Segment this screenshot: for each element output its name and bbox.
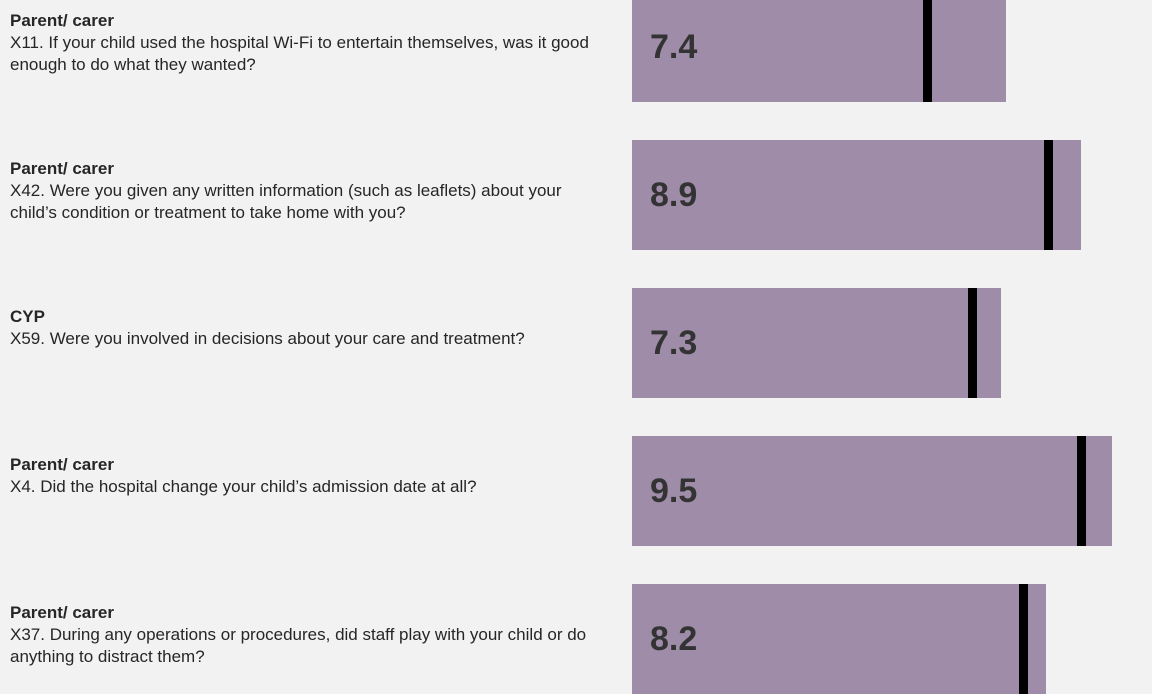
value-label: 8.9 (650, 176, 698, 214)
bar (632, 288, 1001, 398)
question-block: Parent/ carer X37. During any operations … (10, 602, 610, 668)
value-label: 9.5 (650, 472, 698, 510)
page: Parent/ carer X11. If your child used the… (10, 0, 1112, 694)
bar (632, 140, 1082, 250)
bar (632, 436, 1112, 546)
question: X4. Did the hospital change your child’s… (10, 477, 477, 496)
value-label: 8.2 (650, 620, 698, 658)
question: X59. Were you involved in decisions abou… (10, 329, 525, 348)
respondent-group: Parent/ carer (10, 11, 114, 30)
marker (922, 0, 932, 102)
respondent-group: Parent/ carer (10, 603, 114, 622)
question-block: CYP X59. Were you involved in decisions a… (10, 306, 610, 350)
marker (1018, 584, 1028, 694)
respondent-group: CYP (10, 307, 45, 326)
bar (632, 584, 1047, 694)
bar (632, 0, 1006, 102)
question: X42. Were you given any written informat… (10, 181, 562, 222)
value-label: 7.3 (650, 324, 698, 362)
question: X11. If your child used the hospital Wi-… (10, 33, 589, 74)
marker (1044, 140, 1054, 250)
value-label: 7.4 (650, 28, 698, 66)
question-block: Parent/ carer X42. Were you given any wri… (10, 158, 610, 224)
question-block: Parent/ carer X4. Did the hospital change… (10, 454, 610, 498)
question-block: Parent/ carer X11. If your child used the… (10, 10, 610, 76)
marker (968, 288, 978, 398)
respondent-group: Parent/ carer (10, 159, 114, 178)
respondent-group: Parent/ carer (10, 455, 114, 474)
question: X37. During any operations or procedures… (10, 625, 587, 666)
marker (1076, 436, 1086, 546)
